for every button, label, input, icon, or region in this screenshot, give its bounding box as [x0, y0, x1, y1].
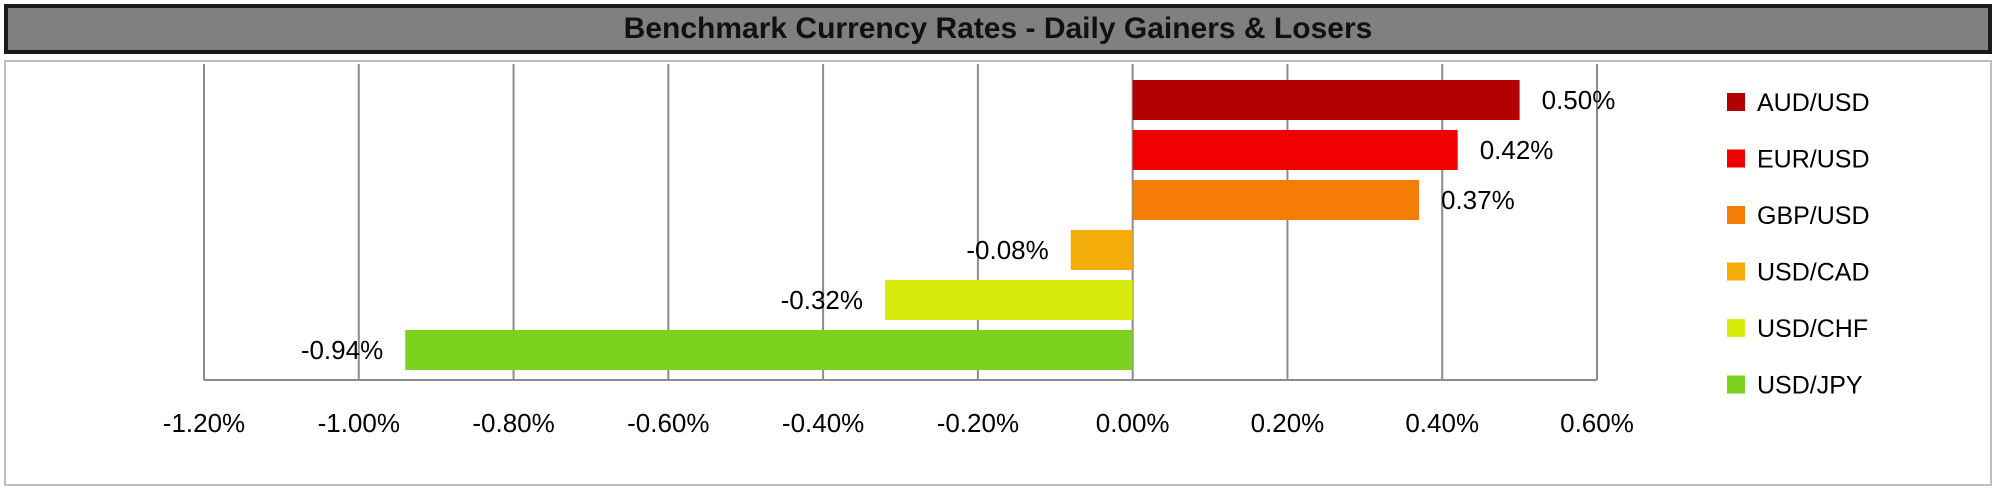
bar-gbp-usd: [1132, 180, 1420, 220]
bars: [405, 80, 1520, 370]
data-label: 0.50%: [1542, 85, 1616, 115]
x-tick-label: -0.20%: [937, 408, 1019, 438]
bar-eur-usd: [1132, 130, 1458, 170]
bar-usd-cad: [1070, 230, 1133, 270]
legend-swatch: [1727, 262, 1745, 281]
chart-title: Benchmark Currency Rates - Daily Gainers…: [623, 12, 1373, 45]
legend-label: USD/CHF: [1757, 315, 1868, 343]
data-label: -0.08%: [966, 235, 1048, 265]
legend: AUD/USD EUR/USD GBP/USD USD/CAD USD/CHF USD/J…: [1727, 89, 1870, 400]
data-label: -0.32%: [781, 285, 863, 315]
x-tick-label: 0.20%: [1251, 408, 1325, 438]
x-tick-label: 0.60%: [1560, 408, 1634, 438]
data-label: 0.37%: [1441, 185, 1515, 215]
data-labels: 0.50% 0.42% 0.37% -0.08% -0.32% -0.94%: [301, 85, 1616, 365]
x-tick-label: -1.20%: [163, 408, 245, 438]
chart-title-bar: Benchmark Currency Rates - Daily Gainers…: [4, 4, 1992, 54]
bar-aud-usd: [1132, 80, 1520, 120]
legend-label: USD/JPY: [1757, 372, 1863, 400]
x-axis-ticks: -1.20% -1.00% -0.80% -0.60% -0.40% -0.20% 0.00…: [163, 408, 1634, 438]
x-tick-label: 0.40%: [1405, 408, 1479, 438]
data-label: -0.94%: [301, 335, 383, 365]
legend-swatch: [1727, 375, 1745, 394]
bar-usd-chf: [885, 280, 1133, 320]
x-tick-label: 0.00%: [1096, 408, 1170, 438]
legend-swatch: [1727, 149, 1745, 168]
gridlines: [203, 64, 1598, 381]
legend-label: USD/CAD: [1757, 259, 1870, 287]
data-label: 0.42%: [1480, 135, 1554, 165]
x-tick-label: -0.80%: [472, 408, 554, 438]
legend-swatch: [1727, 93, 1745, 111]
legend-label: AUD/USD: [1757, 89, 1870, 117]
legend-swatch: [1727, 206, 1745, 224]
legend-label: GBP/USD: [1757, 202, 1870, 230]
chart-frame: 0.50% 0.42% 0.37% -0.08% -0.32% -0.94% -1.20%…: [4, 60, 1992, 486]
x-tick-label: -1.00%: [318, 408, 400, 438]
x-tick-label: -0.60%: [627, 408, 709, 438]
legend-label: EUR/USD: [1757, 146, 1870, 174]
legend-swatch: [1727, 319, 1745, 337]
x-tick-label: -0.40%: [782, 408, 864, 438]
bar-chart: 0.50% 0.42% 0.37% -0.08% -0.32% -0.94% -1.20%…: [163, 64, 1870, 438]
bar-usd-jpy: [405, 330, 1133, 370]
